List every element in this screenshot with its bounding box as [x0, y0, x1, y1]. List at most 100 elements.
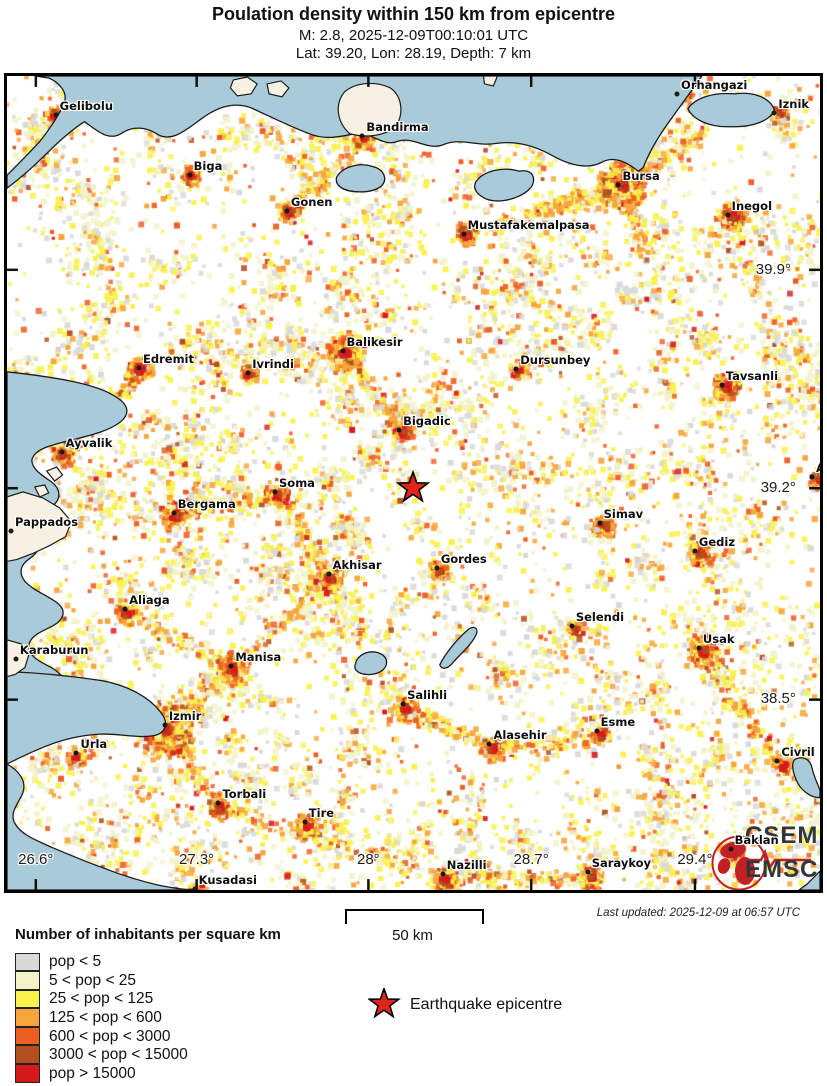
city-dot [302, 819, 308, 824]
city-label: Baklan [734, 833, 779, 848]
city-label: Manisa [235, 649, 282, 664]
city-dot [594, 728, 600, 734]
legend-label: 600 < pop < 3000 [49, 1027, 171, 1045]
city-label: Bursa [622, 169, 660, 184]
event-magnitude-time: M: 2.8, 2025-12-09T00:10:01 UTC [298, 27, 529, 44]
manyas-lake [335, 164, 386, 193]
city-dot [228, 663, 234, 669]
legend-label: pop > 15000 [49, 1064, 136, 1082]
axis-tick [34, 76, 38, 87]
legend-swatch [15, 1026, 40, 1046]
city-dot [396, 427, 402, 433]
city-dot [272, 489, 278, 495]
scale-bar-label: 50 km [392, 927, 433, 944]
southwest-sea [7, 763, 198, 890]
city-label: Torbali [222, 786, 267, 801]
legend-swatch [15, 1064, 40, 1083]
marmara-island [229, 76, 258, 97]
city-dot [692, 548, 698, 553]
izmir-gulf [7, 670, 167, 765]
legend-row: 125 < pop < 600 [15, 1008, 281, 1028]
city-dot [59, 449, 65, 455]
city-label: Urla [80, 737, 108, 751]
city-label: Dursunbey [520, 352, 591, 367]
city-dot [284, 208, 290, 214]
city-label: Bergama [177, 496, 236, 511]
city-label: Gelibolu [59, 98, 114, 113]
iznik-lake [687, 92, 776, 128]
legend-row: 600 < pop < 3000 [15, 1026, 281, 1046]
city-dot [585, 869, 591, 875]
coastline-water-layer [7, 76, 820, 890]
population-density-map: 39.9° 39.2° 38.5° 26.6° 27.3° 28° 28.7° 29.4° C… [4, 73, 823, 893]
graticule-ticks [7, 76, 820, 890]
city-dot [73, 750, 79, 756]
axis-tick [693, 879, 697, 890]
city-dot [13, 656, 19, 662]
legend-label: pop < 5 [49, 953, 102, 971]
city-label: Balikesir [346, 334, 403, 349]
axis-tick [367, 879, 370, 890]
city-label: Ivrindi [252, 356, 294, 371]
lesbos-island [7, 491, 73, 563]
city-label: Usak [702, 631, 735, 646]
epicentre-legend: Earthquake epicentre [368, 988, 562, 1022]
city-label: Pappados [14, 514, 79, 529]
axis-tick [34, 879, 38, 890]
axis-tick [7, 698, 18, 701]
legend: Number of inhabitants per square km pop … [15, 926, 281, 1083]
city-dot [719, 382, 725, 388]
city-label: Soma [279, 475, 315, 490]
legend-swatch [15, 1008, 40, 1027]
city-dot [728, 846, 734, 852]
city-dot [434, 565, 440, 571]
axis-tick [809, 268, 820, 272]
legend-label: 25 < pop < 125 [49, 990, 154, 1008]
city-label: Akhisar [332, 558, 382, 573]
axis-tick [367, 76, 370, 87]
axis-tick [809, 486, 820, 490]
city-label: Salihli [407, 688, 448, 703]
city-dot [359, 133, 365, 139]
city-label: Bigadic [403, 414, 451, 429]
axis-label: 28.7° [513, 851, 549, 869]
city-label: Karaburun [19, 642, 89, 657]
page-title: Poulation density within 150 km from epi… [211, 4, 616, 24]
axis-tick [809, 698, 820, 701]
city-label: Ayvalik [65, 436, 113, 451]
city-dot [615, 182, 621, 188]
axis-tick [7, 486, 18, 490]
logo-csem-text: CSEM [745, 822, 819, 849]
ayvalik-islet-1 [45, 466, 64, 482]
city-label: Izmir [168, 709, 202, 724]
city-dot [171, 510, 177, 516]
axis-label: 39.2° [760, 479, 796, 497]
city-dot [400, 701, 406, 707]
city-label: Inegol [731, 198, 773, 213]
city-label: Gordes [440, 552, 487, 567]
avsa-island [266, 80, 290, 98]
city-dot [809, 474, 815, 480]
event-coordinates: Lat: 39.20, Lon: 28.19, Depth: 7 km [295, 45, 532, 62]
emsc-logo: CSEM EMSC [705, 822, 820, 890]
city-dot [774, 758, 780, 764]
city-dot [187, 172, 193, 178]
legend-row: 3000 < pop < 15000 [15, 1045, 281, 1065]
legend-label: 5 < pop < 25 [49, 971, 137, 989]
demirkopru-lake [439, 626, 478, 669]
city-dot [8, 528, 14, 534]
city-dot [771, 110, 777, 116]
city-dot [192, 886, 198, 890]
land-overlays [7, 76, 499, 678]
city-dot [162, 722, 168, 728]
axis-label: 29.4° [677, 851, 713, 869]
city-dot [53, 112, 59, 118]
legend-swatch [15, 971, 40, 990]
imrali-island [482, 76, 499, 87]
axis-tick [195, 879, 198, 890]
legend-label: 3000 < pop < 15000 [49, 1046, 188, 1064]
legend-label: 125 < pop < 600 [49, 1009, 162, 1027]
uluabat-lake [474, 168, 535, 202]
